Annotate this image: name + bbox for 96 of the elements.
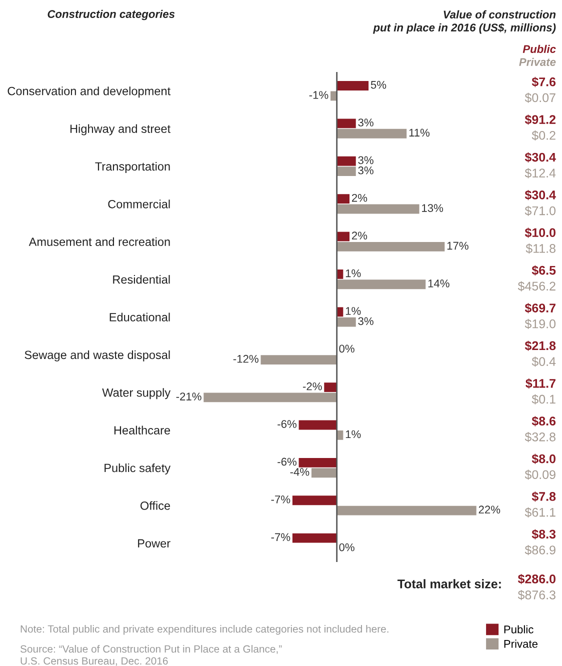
text: Total market size: <box>397 579 501 588</box>
data-label: -21% <box>176 392 202 400</box>
bar <box>260 355 337 364</box>
bar <box>336 317 356 327</box>
data-label: 1% <box>346 430 361 438</box>
data-label: -4% <box>290 468 310 476</box>
text: $86.9 <box>524 545 556 556</box>
data-label: 1% <box>346 307 361 315</box>
y-tick-label: Commercial <box>108 200 170 208</box>
data-label: -2% <box>302 382 322 390</box>
y-tick-label: Water supply <box>102 388 171 400</box>
text: $91.2 <box>524 114 556 125</box>
data-label: 3% <box>358 317 374 326</box>
y-tick-label: Transportation <box>95 162 170 173</box>
text: $11.7 <box>526 378 556 389</box>
bar <box>336 242 445 252</box>
data-label: 0% <box>339 543 354 552</box>
bar <box>336 81 369 90</box>
data-label: 3% <box>358 156 374 164</box>
text: Private <box>519 58 556 66</box>
text: $11.8 <box>526 244 556 254</box>
bar <box>336 166 356 176</box>
text: $0.1 <box>532 394 556 404</box>
bar <box>324 382 337 392</box>
bar <box>336 204 420 214</box>
data-label: 0% <box>339 344 354 353</box>
y-tick-label: Conservation and development <box>8 86 170 98</box>
text: $10.0 <box>524 228 556 238</box>
text: $19.0 <box>524 318 556 330</box>
text: $456.2 <box>518 281 556 292</box>
y-tick-label: Public safety <box>104 463 171 474</box>
bar <box>298 458 337 468</box>
data-label: 17% <box>447 242 468 250</box>
text: $8.3 <box>532 529 556 540</box>
text: $0.09 <box>524 470 556 480</box>
bar <box>292 533 337 543</box>
text: $876.3 <box>518 590 556 600</box>
data-label: 3% <box>358 166 374 174</box>
bar <box>336 118 356 128</box>
bar <box>311 468 337 478</box>
y-tick-label: Office <box>140 501 170 510</box>
y-tick-label: Sewage and waste disposal <box>24 350 170 362</box>
bar <box>336 506 476 516</box>
y-tick-label: Highway and street <box>70 124 170 136</box>
text: Public <box>522 44 556 53</box>
text: $7.8 <box>532 492 556 502</box>
source-note: Source: “Value of Construction Put in Place at a Glance,” U.S. Census Bureau, Dec. 2016 <box>20 645 282 666</box>
bar <box>204 392 337 402</box>
bar <box>336 194 350 204</box>
y-tick-label: Amusement and recreation <box>28 237 170 246</box>
text: Note: Total public and private expenditures include categories not included here. <box>20 625 388 635</box>
data-label: 14% <box>428 280 450 288</box>
bar <box>336 280 426 290</box>
data-label: -12% <box>233 354 258 363</box>
bar <box>336 128 407 138</box>
text: $8.0 <box>532 454 556 464</box>
y-axis-title: Construction categories <box>48 10 175 20</box>
data-label: -1% <box>309 91 328 99</box>
text: $0.07 <box>524 92 556 103</box>
bar <box>336 156 356 166</box>
data-label: 2% <box>352 194 368 202</box>
text: $30.4 <box>524 190 556 200</box>
text: $8.6 <box>532 416 556 426</box>
legend-label: Public <box>504 625 534 634</box>
bar <box>292 496 337 506</box>
legend-label: Private <box>504 640 538 648</box>
text: $71.0 <box>524 206 556 216</box>
text: $21.8 <box>524 340 556 351</box>
data-label: -7% <box>271 533 290 542</box>
text: $30.4 <box>524 152 556 162</box>
text: $286.0 <box>518 574 556 584</box>
text: $61.1 <box>524 507 556 518</box>
data-label: 2% <box>352 232 368 240</box>
data-label: -6% <box>278 458 296 466</box>
text: $0.4 <box>532 356 556 367</box>
text: $7.6 <box>532 76 556 88</box>
data-label: 3% <box>358 118 374 126</box>
text: $32.8 <box>524 432 556 442</box>
data-label: 1% <box>346 269 361 278</box>
y-tick-label: Power <box>138 539 170 548</box>
bar <box>298 420 337 430</box>
text: $6.5 <box>532 265 556 276</box>
y-tick-label: Residential <box>113 275 170 284</box>
text: $0.2 <box>532 130 556 141</box>
data-label: 11% <box>409 128 430 137</box>
data-label: -7% <box>271 496 290 504</box>
text: $12.4 <box>524 168 556 178</box>
data-label: 22% <box>478 506 500 514</box>
y-tick-label: Educational <box>110 312 170 322</box>
y-tick-label: Healthcare <box>114 426 170 434</box>
data-label: 13% <box>422 204 444 212</box>
text: $69.7 <box>524 303 556 314</box>
data-label: -6% <box>278 420 296 428</box>
text: Value of construction put in place in 2016 (US$, millions) <box>373 10 556 34</box>
bar <box>336 232 350 242</box>
data-label: 5% <box>370 80 386 89</box>
